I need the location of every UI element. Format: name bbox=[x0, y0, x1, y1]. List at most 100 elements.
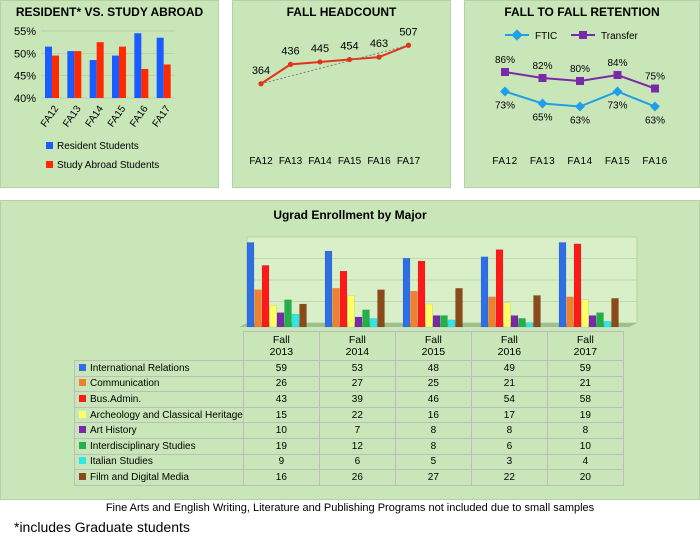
series-name: Archeology and Classical Heritage bbox=[90, 409, 243, 421]
bar bbox=[269, 305, 277, 328]
chart-title: FALL HEADCOUNT bbox=[286, 5, 397, 19]
legend-swatch bbox=[79, 379, 86, 387]
x-tick-label: FA14 bbox=[84, 103, 107, 129]
bar bbox=[596, 312, 604, 328]
bar bbox=[488, 296, 496, 328]
bar bbox=[163, 64, 171, 98]
data-point bbox=[612, 86, 623, 97]
table-cell: 39 bbox=[318, 391, 396, 408]
bar bbox=[261, 265, 270, 328]
bar bbox=[332, 288, 340, 328]
data-label: 82% bbox=[532, 61, 552, 72]
table-cell: 6 bbox=[470, 437, 548, 455]
row-label: Communication bbox=[74, 375, 244, 393]
table-cell: 16 bbox=[242, 469, 320, 486]
bar bbox=[141, 68, 149, 98]
legend-swatch bbox=[79, 410, 86, 418]
table-cell: 8 bbox=[470, 422, 548, 439]
table-cell: 4 bbox=[546, 453, 624, 471]
column-header-line: 2015 bbox=[421, 346, 446, 358]
table-cell: 46 bbox=[394, 391, 472, 408]
bar bbox=[52, 55, 59, 98]
data-point bbox=[258, 81, 264, 87]
column-header-line: 2016 bbox=[497, 346, 522, 358]
legend-swatch bbox=[79, 457, 86, 465]
bar bbox=[533, 295, 541, 328]
table-cell: 10 bbox=[546, 437, 624, 455]
table-cell: 5 bbox=[394, 453, 472, 471]
x-tick-label: FA13 bbox=[530, 156, 555, 167]
series-name: Interdisciplinary Studies bbox=[90, 440, 196, 452]
table-cell: 8 bbox=[546, 422, 624, 439]
data-point bbox=[376, 54, 382, 60]
y-tick-label: 50% bbox=[14, 48, 36, 60]
chart-title: FALL TO FALL RETENTION bbox=[504, 5, 660, 19]
bar bbox=[284, 299, 292, 328]
enrollment-by-major-chart bbox=[239, 236, 638, 328]
table-row: Art History 10 7 8 8 8 bbox=[74, 422, 624, 439]
bar bbox=[112, 55, 119, 98]
table-cell: 21 bbox=[470, 375, 548, 393]
bar bbox=[440, 315, 448, 328]
table-cell: 8 bbox=[394, 422, 472, 439]
x-tick-label: FA13 bbox=[279, 156, 303, 167]
legend-swatch bbox=[79, 441, 86, 449]
table-cell: 19 bbox=[242, 437, 320, 455]
table-cell: 10 bbox=[242, 422, 320, 439]
y-tick-label: 45% bbox=[14, 71, 36, 83]
bar bbox=[417, 260, 426, 328]
table-cell: 12 bbox=[318, 437, 396, 455]
series-name: Film and Digital Media bbox=[90, 471, 189, 483]
data-label: 63% bbox=[645, 116, 665, 127]
data-label: 80% bbox=[570, 64, 590, 75]
bar bbox=[447, 319, 456, 328]
x-tick-label: FA14 bbox=[308, 156, 332, 167]
bar bbox=[518, 318, 526, 328]
table-cell: 59 bbox=[546, 360, 624, 377]
table-cell: 8 bbox=[394, 437, 472, 455]
column-header-line: Fall bbox=[424, 334, 442, 346]
data-point bbox=[575, 101, 585, 112]
bar bbox=[581, 299, 589, 328]
bar bbox=[432, 315, 441, 328]
table-row: Communication 26 27 25 21 21 bbox=[74, 375, 624, 393]
data-label: 507 bbox=[399, 26, 417, 38]
legend-swatch bbox=[79, 363, 86, 371]
series-name: International Relations bbox=[90, 362, 190, 374]
table-column-header: Fall 2013 bbox=[242, 331, 320, 361]
y-tick-label: 55% bbox=[14, 26, 36, 38]
data-point bbox=[317, 59, 323, 65]
data-label: 63% bbox=[570, 116, 590, 127]
table-row: Bus.Admin. 43 39 46 54 58 bbox=[74, 391, 624, 408]
footnote-programs: Fine Arts and English Writing, Literatur… bbox=[105, 502, 595, 514]
table-cell: 26 bbox=[318, 469, 396, 486]
table-header-row: Fall 2013 Fall 2014 Fall 2015 Fall 2016 Fall 2017 bbox=[75, 331, 624, 361]
bar bbox=[480, 256, 489, 328]
row-label: International Relations bbox=[74, 360, 244, 377]
bar bbox=[362, 309, 370, 328]
bar bbox=[254, 289, 262, 328]
table-cell: 54 bbox=[470, 391, 548, 408]
row-label: Film and Digital Media bbox=[74, 469, 244, 486]
column-header-line: Fall bbox=[348, 334, 366, 346]
table-cell: 19 bbox=[546, 406, 624, 424]
bar bbox=[377, 289, 385, 328]
table-cell: 58 bbox=[546, 391, 624, 408]
chart-title: RESIDENT* VS. STUDY ABROAD bbox=[15, 5, 204, 19]
data-label: 364 bbox=[252, 65, 270, 77]
data-label: 65% bbox=[532, 113, 552, 124]
x-tick-label: FA15 bbox=[605, 156, 630, 167]
bar bbox=[89, 60, 97, 98]
bar bbox=[503, 302, 511, 328]
table-row: Interdisciplinary Studies 19 12 8 6 10 bbox=[74, 437, 624, 455]
legend-marker bbox=[579, 31, 587, 39]
column-header-line: Fall bbox=[500, 334, 518, 346]
bar bbox=[558, 242, 567, 328]
bar bbox=[354, 316, 363, 328]
legend-swatch bbox=[79, 426, 86, 434]
table-cell: 48 bbox=[394, 360, 472, 377]
legend-label: FTIC bbox=[535, 31, 557, 42]
bar bbox=[347, 295, 355, 328]
table-cell: 22 bbox=[318, 406, 396, 424]
table-cell: 20 bbox=[546, 469, 624, 486]
